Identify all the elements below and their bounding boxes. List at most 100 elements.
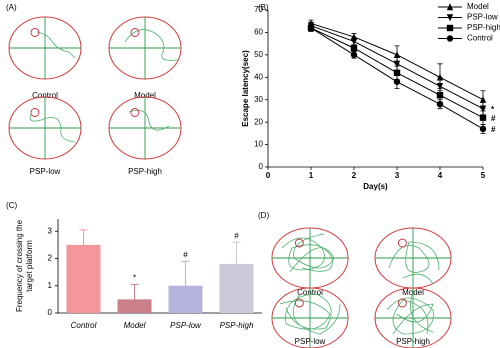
y-axis-label: target platform <box>25 240 34 292</box>
panel-label: (D) <box>258 211 269 220</box>
y-tick-label: 3 <box>48 226 53 235</box>
y-tick-label: 0 <box>48 308 53 317</box>
point <box>479 125 487 133</box>
legend-marker <box>446 3 454 11</box>
panel-label: (B) <box>258 3 269 12</box>
diagram-label: PSP-low <box>30 167 61 176</box>
point <box>393 78 401 85</box>
axis <box>267 10 483 168</box>
point <box>350 51 358 59</box>
diagram-label: PSP-low <box>295 337 326 346</box>
y-tick-label: 1 <box>48 281 53 290</box>
y-tick-label: 30 <box>254 95 263 104</box>
y-tick-label: 20 <box>254 117 263 126</box>
x-tick-label: 1 <box>309 171 314 180</box>
point <box>479 96 487 103</box>
annotation: # <box>491 114 496 123</box>
point <box>350 38 358 46</box>
swim-path <box>386 291 434 335</box>
x-tick-label: 5 <box>481 171 486 180</box>
bar <box>117 299 152 313</box>
x-tick-label: 2 <box>352 171 357 180</box>
x-tick-label: 4 <box>438 171 443 180</box>
diagram-label: PSP-high <box>128 167 162 176</box>
error-bar <box>232 241 241 264</box>
error-bar <box>79 229 88 245</box>
maze <box>108 96 182 160</box>
panel-label: (C) <box>6 201 17 210</box>
diagram-label: Control <box>32 91 58 100</box>
annotation: * <box>491 105 495 114</box>
platform <box>30 108 40 117</box>
legend-marker <box>446 35 454 42</box>
maze <box>8 96 82 160</box>
point <box>436 92 444 99</box>
swim-path <box>388 241 440 285</box>
legend-label: Control <box>467 34 493 43</box>
y-tick-label: 0 <box>259 162 264 171</box>
platform <box>397 238 407 248</box>
bar <box>66 244 101 313</box>
platform <box>130 28 140 37</box>
diagram-label: PSP-high <box>396 337 430 346</box>
swim-path <box>29 113 76 143</box>
point <box>479 114 487 121</box>
y-tick-label: 10 <box>254 140 263 149</box>
platform <box>30 28 40 37</box>
point <box>479 105 487 113</box>
diagram-label: Model <box>134 91 156 100</box>
y-tick-label: 60 <box>254 28 263 37</box>
error-bar <box>181 260 190 286</box>
legend-marker <box>446 14 454 22</box>
point <box>436 83 444 90</box>
point <box>307 24 315 32</box>
swim-path <box>128 109 170 131</box>
point <box>436 101 444 108</box>
maze <box>374 287 452 348</box>
point <box>393 51 401 59</box>
maze <box>108 16 182 80</box>
x-tick-label: 0 <box>266 171 271 180</box>
y-tick-label: 2 <box>48 254 53 263</box>
point <box>393 69 401 76</box>
bar <box>168 285 203 313</box>
point <box>350 44 358 52</box>
x-tick-label: 3 <box>395 171 400 180</box>
swim-path <box>124 29 178 61</box>
y-tick-label: 40 <box>254 72 263 81</box>
y-axis-label: Escape latency(sec) <box>241 50 250 127</box>
annotation: # <box>234 231 239 240</box>
legend-marker <box>446 24 454 32</box>
annotation: # <box>183 250 188 259</box>
platform <box>294 298 304 308</box>
maze <box>271 287 349 348</box>
panel-label: (A) <box>6 3 17 12</box>
legend-label: PSP-low <box>467 13 498 22</box>
annotation: * <box>133 274 136 283</box>
x-tick-label: Model <box>124 321 146 330</box>
swim-path <box>281 233 335 273</box>
bar <box>219 263 254 313</box>
platform <box>130 108 140 117</box>
platform <box>397 298 407 308</box>
annotation: # <box>491 125 496 134</box>
y-tick-label: 50 <box>254 50 263 59</box>
error-bar <box>130 283 139 300</box>
maze <box>271 227 349 289</box>
legend-label: PSP-high <box>467 23 500 32</box>
legend-label: Model <box>467 2 489 11</box>
swim-path <box>36 31 76 59</box>
platform <box>294 238 304 248</box>
y-tick-label: 70 <box>254 5 263 14</box>
x-tick-label: PSP-low <box>170 321 202 330</box>
maze <box>374 227 452 289</box>
x-tick-label: PSP-high <box>220 321 254 330</box>
maze <box>8 16 82 80</box>
x-axis-label: Day(s) <box>363 182 388 191</box>
y-axis-label: Frequency of crossing the <box>15 219 24 312</box>
swim-path <box>279 293 341 335</box>
point <box>393 60 401 68</box>
x-tick-label: Control <box>71 321 97 330</box>
